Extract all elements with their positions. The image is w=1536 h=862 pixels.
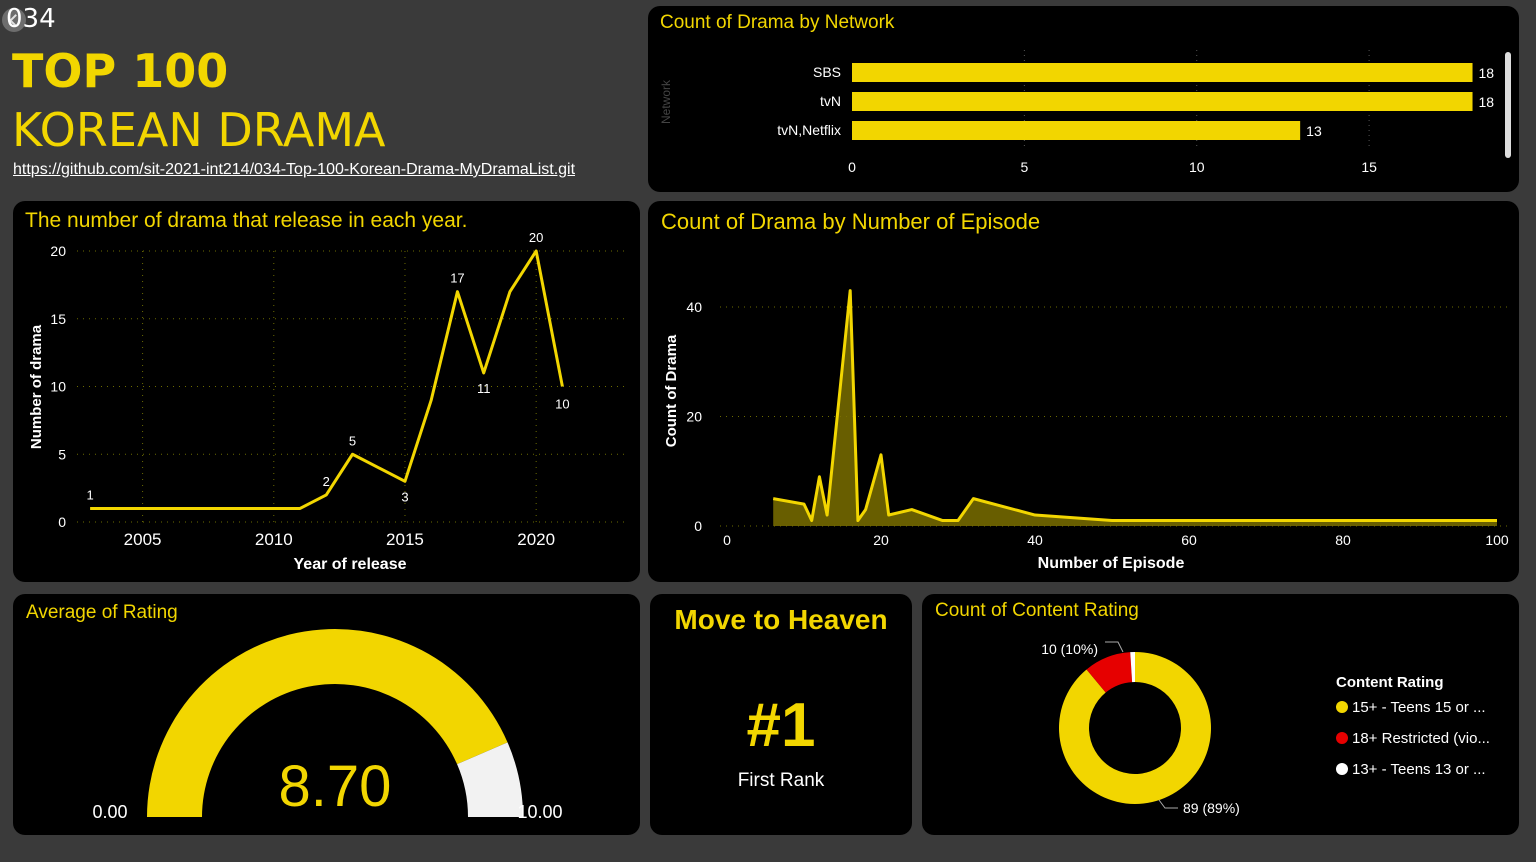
legend-item-13plus[interactable]: 13+ - Teens 13 or ... bbox=[1336, 761, 1486, 778]
donut-slice-13plus bbox=[1130, 652, 1135, 683]
gauge-max-label: 10.00 bbox=[517, 802, 562, 822]
year-point-label: 5 bbox=[349, 433, 356, 448]
episode-x-tick: 80 bbox=[1335, 532, 1351, 548]
network-x-tick: 0 bbox=[848, 159, 856, 175]
episode-x-tick: 60 bbox=[1181, 532, 1197, 548]
year-point-label: 10 bbox=[555, 397, 569, 412]
network-bar-label: 13 bbox=[1306, 123, 1322, 139]
legend-item-18plus[interactable]: 18+ Restricted (vio... bbox=[1336, 730, 1490, 747]
year-x-tick: 2015 bbox=[386, 530, 424, 549]
network-chart-panel: Count of Drama by Network 0 5 10 15 Network S… bbox=[648, 6, 1519, 192]
episode-x-tick: 40 bbox=[1027, 532, 1043, 548]
network-bar bbox=[852, 92, 1473, 111]
page-title-line2: KOREAN DRAMA bbox=[12, 103, 386, 157]
network-scrollbar[interactable] bbox=[1505, 52, 1511, 158]
legend-dot-13plus bbox=[1336, 763, 1348, 775]
legend-label-18plus: 18+ Restricted (vio... bbox=[1352, 730, 1490, 747]
network-x-tick: 10 bbox=[1189, 159, 1205, 175]
year-y-tick: 5 bbox=[58, 446, 66, 462]
episode-y-axis-label: Count of Drama bbox=[663, 334, 680, 447]
episode-chart-panel: Count of Drama by Number of Episode 0 20 4… bbox=[648, 201, 1519, 582]
rating-gauge: 8.70 0.00 10.00 bbox=[92, 629, 563, 822]
year-chart-panel: The number of drama that release in each… bbox=[13, 201, 640, 582]
year-series-line bbox=[90, 249, 564, 510]
rating-gauge-title: Average of Rating bbox=[26, 602, 178, 623]
network-bar bbox=[852, 63, 1473, 82]
episode-x-tick: 20 bbox=[873, 532, 889, 548]
network-bar-label: 18 bbox=[1479, 94, 1495, 110]
legend-dot-18plus bbox=[1336, 732, 1348, 744]
repo-link[interactable]: https://github.com/sit-2021-int214/034-T… bbox=[13, 161, 576, 178]
episode-chart-title: Count of Drama by Number of Episode bbox=[661, 209, 1041, 234]
donut-slice-18plus bbox=[1086, 652, 1133, 693]
rank-label: First Rank bbox=[737, 770, 825, 791]
year-y-tick: 15 bbox=[50, 311, 66, 327]
network-category-label: tvN,Netflix bbox=[777, 122, 841, 138]
network-bar bbox=[852, 121, 1301, 140]
gauge-remaining-arc bbox=[457, 742, 523, 817]
year-y-tick: 20 bbox=[50, 243, 66, 259]
year-point-label: 3 bbox=[401, 489, 408, 504]
episode-series-area bbox=[773, 290, 1497, 526]
gauge-min-label: 0.00 bbox=[92, 802, 127, 822]
year-x-axis-label: Year of release bbox=[294, 556, 407, 573]
year-x-tick: 2020 bbox=[517, 530, 555, 549]
top-drama-title: Move to Heaven bbox=[674, 604, 888, 635]
year-point-label: 11 bbox=[477, 381, 491, 396]
episode-x-tick: 100 bbox=[1485, 532, 1509, 548]
year-point-label: 1 bbox=[87, 487, 94, 502]
gauge-value-arc bbox=[147, 629, 508, 817]
year-chart-title: The number of drama that release in each… bbox=[25, 209, 468, 232]
network-category-label: tvN bbox=[820, 93, 841, 109]
donut-leader-line-15plus bbox=[1158, 799, 1178, 809]
episode-area-chart: 0 20 40 0 20 40 60 80 100 Number of Episode Count … bbox=[663, 289, 1509, 572]
donut-slice-15plus bbox=[1059, 652, 1211, 804]
year-y-tick: 10 bbox=[50, 379, 66, 395]
legend-label-13plus: 13+ - Teens 13 or ... bbox=[1352, 761, 1486, 778]
year-y-tick: 0 bbox=[58, 514, 66, 530]
year-point-label: 17 bbox=[450, 271, 464, 286]
legend-title: Content Rating bbox=[1336, 674, 1444, 691]
episode-series-line bbox=[772, 289, 1497, 523]
back-arrow-icon[interactable] bbox=[2, 8, 26, 32]
legend-item-15plus[interactable]: 15+ - Teens 15 or ... bbox=[1336, 699, 1486, 716]
network-x-tick: 5 bbox=[1020, 159, 1028, 175]
episode-y-tick: 0 bbox=[694, 518, 702, 534]
network-bar-chart: 0 5 10 15 Network SBS 18 tvN 18 tvN,Netflix 13 bbox=[659, 50, 1495, 175]
network-chart-title: Count of Drama by Network bbox=[660, 12, 895, 33]
episode-x-tick: 0 bbox=[723, 532, 731, 548]
year-x-tick: 2005 bbox=[124, 530, 162, 549]
network-x-tick: 15 bbox=[1361, 159, 1377, 175]
content-rating-title: Count of Content Rating bbox=[935, 600, 1139, 621]
network-bar-label: 18 bbox=[1479, 65, 1495, 81]
year-point-label: 20 bbox=[529, 230, 543, 245]
donut-label-18plus: 10 (10%) bbox=[1041, 641, 1098, 657]
rating-gauge-panel: Average of Rating 8.70 0.00 10.00 bbox=[13, 594, 640, 835]
year-y-axis-label: Number of drama bbox=[28, 324, 45, 449]
legend-dot-15plus bbox=[1336, 701, 1348, 713]
year-point-label: 2 bbox=[323, 474, 330, 489]
network-category-label: SBS bbox=[813, 64, 841, 80]
year-x-tick: 2010 bbox=[255, 530, 293, 549]
content-rating-donut: 10 (10%) 89 (89%) bbox=[1041, 641, 1240, 816]
content-rating-panel: Count of Content Rating 10 (10%) 89 (89%)… bbox=[922, 594, 1519, 835]
legend-label-15plus: 15+ - Teens 15 or ... bbox=[1352, 699, 1486, 716]
episode-y-tick: 40 bbox=[686, 299, 702, 315]
rank-number: #1 bbox=[746, 691, 816, 760]
top-drama-panel: Move to Heaven #1 First Rank bbox=[650, 594, 912, 835]
gauge-value-label: 8.70 bbox=[279, 754, 392, 819]
donut-label-15plus: 89 (89%) bbox=[1183, 800, 1240, 816]
episode-x-axis-label: Number of Episode bbox=[1038, 555, 1185, 572]
episode-y-tick: 20 bbox=[686, 409, 702, 425]
donut-leader-line-18plus bbox=[1105, 641, 1124, 653]
page-id: 034 bbox=[6, 4, 56, 34]
network-y-axis-label: Network bbox=[659, 79, 673, 124]
page-title-line1: TOP 100 bbox=[12, 44, 229, 98]
